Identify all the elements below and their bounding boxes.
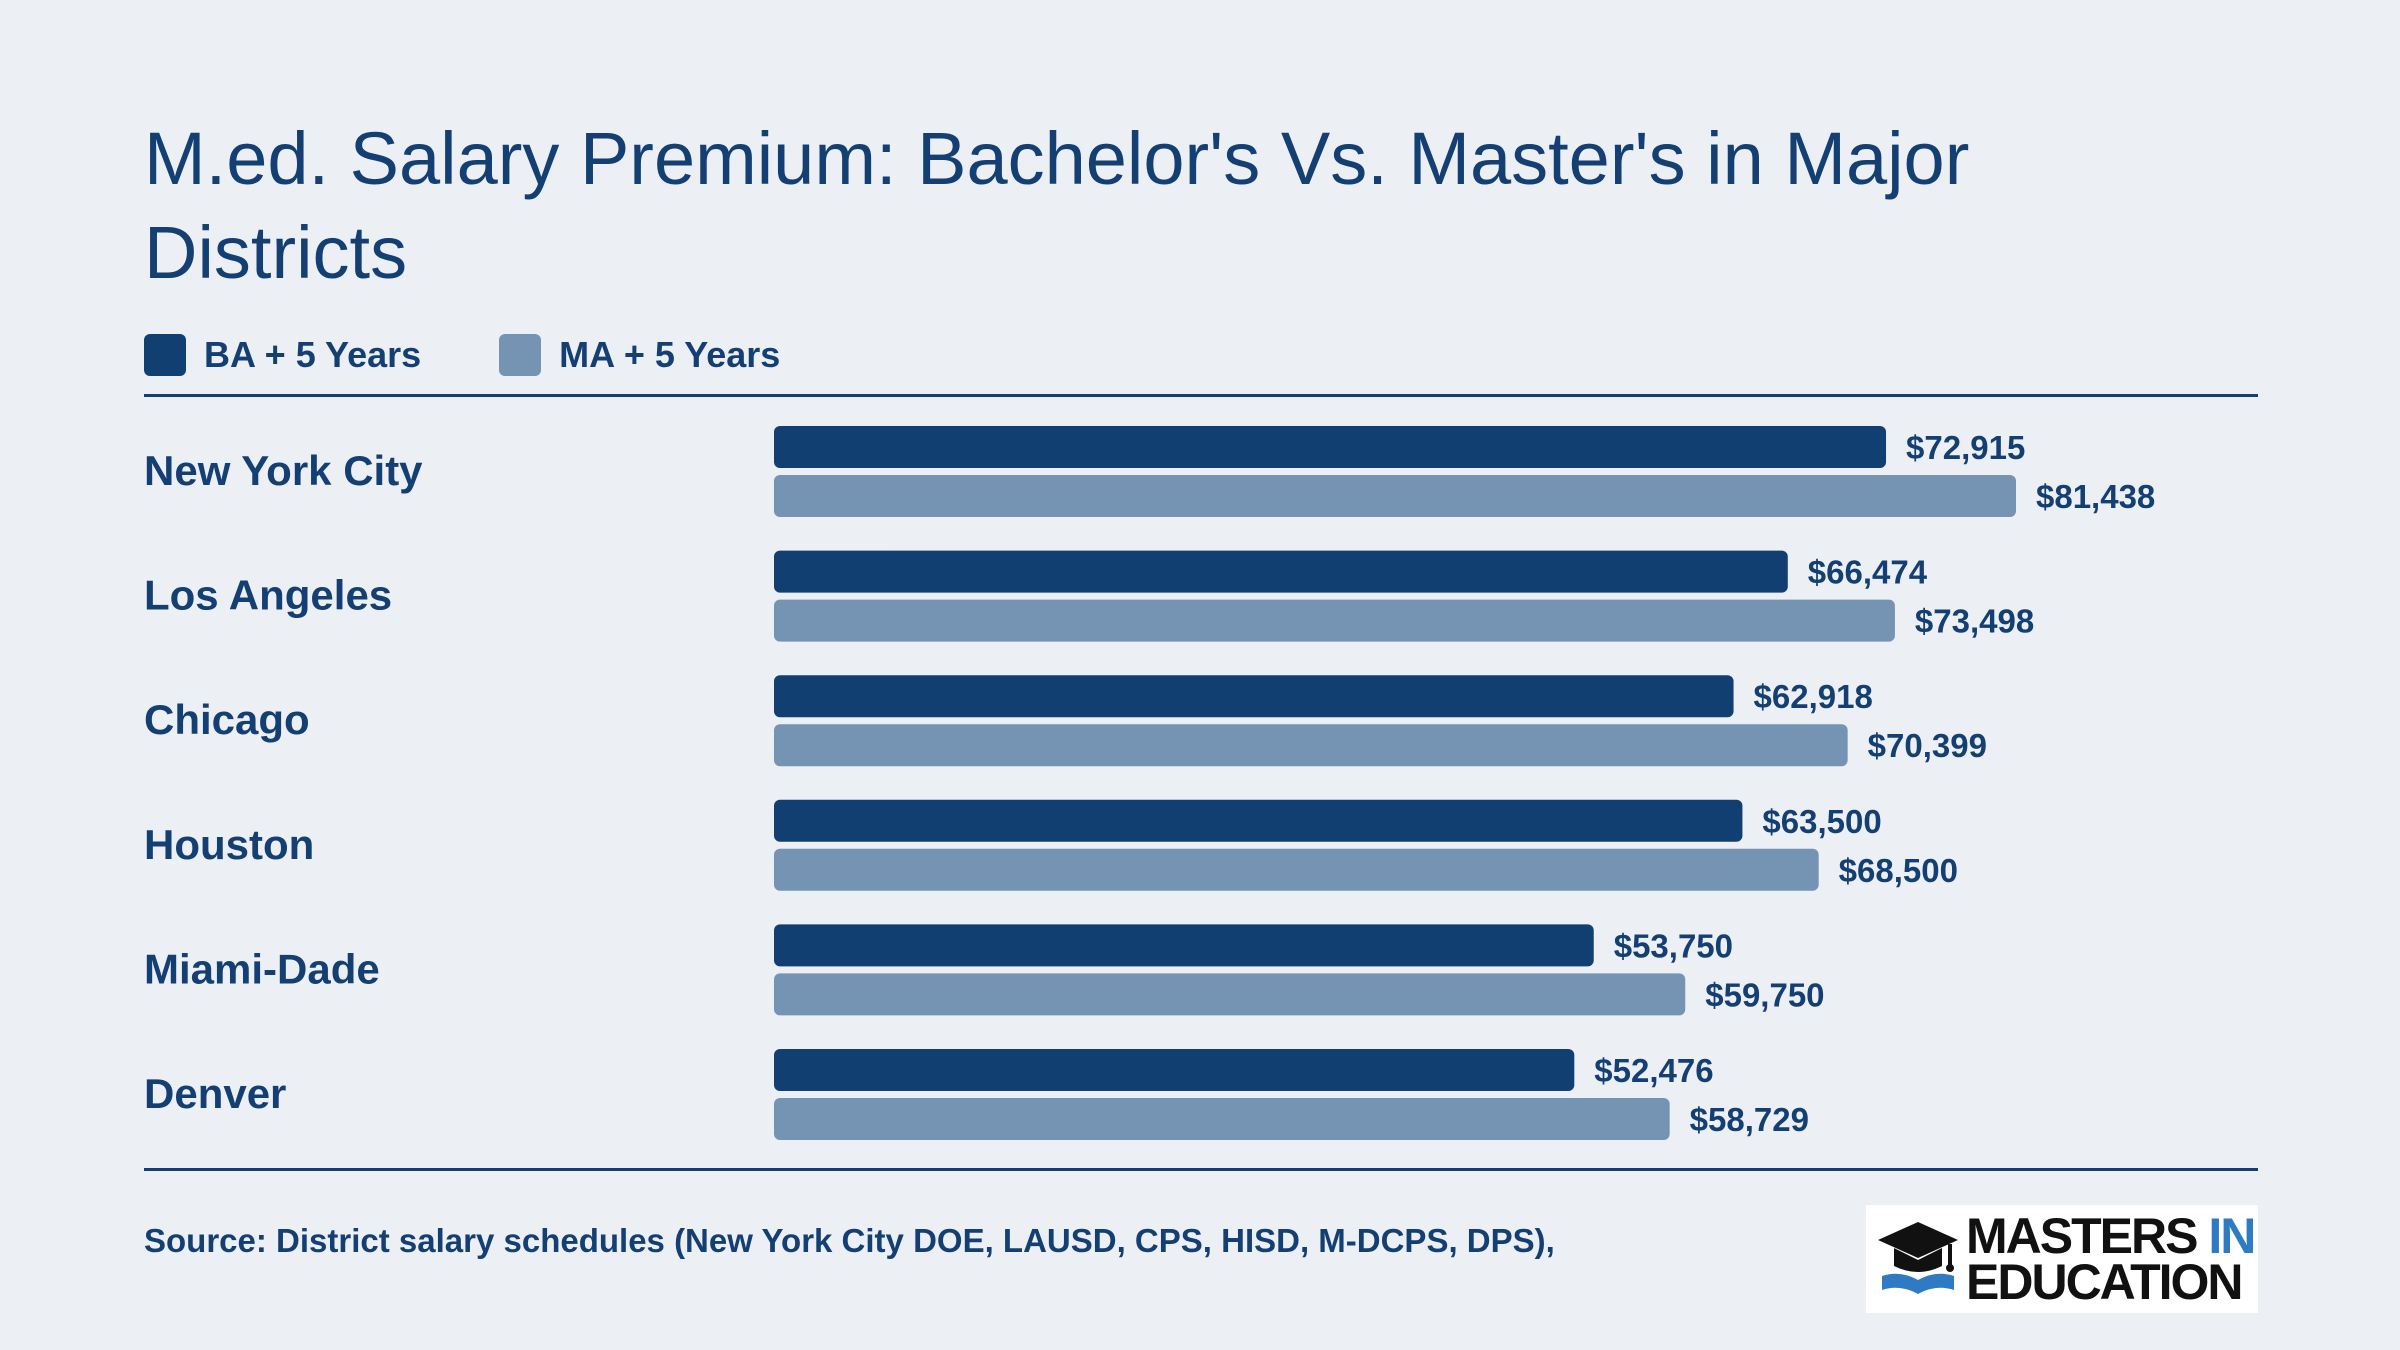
top-divider (144, 394, 2258, 397)
category-label: New York City (144, 447, 423, 494)
bar-ma (774, 475, 2016, 517)
legend-item-ma: MA + 5 Years (499, 334, 780, 376)
data-label: $53,750 (1614, 927, 1733, 964)
data-label: $81,438 (2036, 478, 2155, 515)
data-label: $73,498 (1915, 603, 2034, 640)
logo-word-in: IN (2208, 1208, 2256, 1264)
category-label: Denver (144, 1070, 286, 1117)
data-label: $62,918 (1754, 678, 1873, 715)
legend-item-ba: BA + 5 Years (144, 334, 421, 376)
category-label: Los Angeles (144, 572, 392, 619)
legend-swatch-ma (499, 334, 542, 376)
data-label: $52,476 (1594, 1052, 1713, 1089)
source-note: Source: District salary schedules (New Y… (144, 1222, 1555, 1259)
legend: BA + 5 Years MA + 5 Years (144, 333, 858, 377)
bar-ba (774, 675, 1734, 718)
data-label: $66,474 (1808, 554, 1928, 591)
bar-ba (774, 426, 1887, 468)
legend-label-ma: MA + 5 Years (559, 334, 781, 375)
bar-ba (774, 799, 1743, 842)
bottom-divider (144, 1168, 2258, 1171)
logo-wordmark: MASTERS IN EDUCATION (1966, 1211, 2256, 1310)
chart-title: M.ed. Salary Premium: Bachelor's Vs. Mas… (144, 117, 1970, 294)
legend-label-ba: BA + 5 Years (204, 334, 422, 375)
bar-ma (774, 973, 1686, 1016)
bar-ma (774, 1098, 1670, 1140)
bar-ma (774, 724, 1848, 767)
logo-word-masters: MASTERS (1966, 1208, 2198, 1264)
data-label: $68,500 (1839, 852, 1958, 889)
bar-ba (774, 1049, 1575, 1091)
data-label: $72,915 (1906, 429, 2025, 466)
bar-ma (774, 599, 1895, 642)
category-label: Houston (144, 821, 314, 868)
bar-ba (774, 924, 1594, 967)
data-label: $59,750 (1705, 976, 1824, 1013)
bar-ba (774, 550, 1788, 593)
category-label: Chicago (144, 696, 310, 743)
bar-ma (774, 848, 1819, 891)
category-label: Miami-Dade (144, 945, 380, 992)
masters-in-education-logo: MASTERS IN EDUCATION (1866, 1205, 2258, 1313)
logo-word-education: EDUCATION (1966, 1254, 2244, 1310)
legend-swatch-ba (144, 334, 186, 376)
data-label: $58,729 (1690, 1101, 1809, 1138)
data-label: $70,399 (1868, 727, 1987, 764)
graduation-cap-icon (1878, 1222, 1958, 1294)
data-label: $63,500 (1762, 803, 1881, 840)
